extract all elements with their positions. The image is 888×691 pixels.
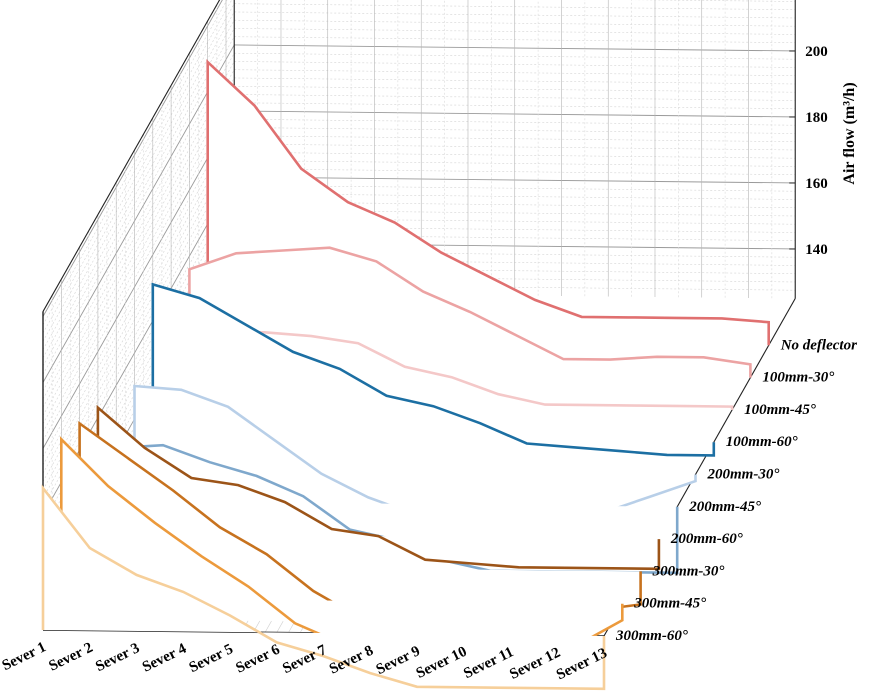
grid-line xyxy=(42,11,235,350)
series-fill xyxy=(152,284,714,456)
grid-line xyxy=(42,110,235,449)
category-label: Sever 2 xyxy=(46,640,95,675)
grid-line xyxy=(42,143,235,482)
grid-line xyxy=(42,160,235,499)
grid-line xyxy=(42,69,235,408)
series-line xyxy=(41,484,606,691)
z-tick-label: 200 xyxy=(805,44,828,60)
grid-line xyxy=(42,102,235,441)
category-label: Sever 1 xyxy=(0,639,49,674)
grid-line xyxy=(42,127,235,466)
grid-line xyxy=(42,152,235,490)
grid-line xyxy=(42,0,223,317)
z-axis-title: Air flow (m³/h) xyxy=(841,82,858,184)
series-line xyxy=(206,59,771,346)
grid-line xyxy=(42,0,228,325)
series-label: 100mm-45° xyxy=(744,402,816,418)
grid-line xyxy=(42,119,235,457)
series-fill xyxy=(79,423,641,656)
series-label: No deflector xyxy=(780,337,857,353)
grid-line xyxy=(42,135,235,474)
series-fill xyxy=(61,439,623,665)
z-tick-label: 180 xyxy=(805,110,828,126)
floor-hatch xyxy=(264,620,272,633)
z-tick-label: 160 xyxy=(805,176,828,192)
series-label: 300mm-60° xyxy=(615,628,688,644)
grid-line xyxy=(42,86,235,424)
category-label: Sever 5 xyxy=(187,641,236,676)
grid-line xyxy=(42,20,235,358)
series-label: 200mm-60° xyxy=(670,531,743,547)
series-label: 100mm-30° xyxy=(762,370,834,386)
series-line xyxy=(96,404,661,571)
grid-line xyxy=(42,77,235,416)
series-label: 200mm-45° xyxy=(688,499,761,515)
category-label: Sever 3 xyxy=(93,640,142,675)
category-label: Sever 6 xyxy=(233,641,283,676)
series-line xyxy=(151,282,716,457)
grid-line xyxy=(42,3,235,342)
chart-series xyxy=(41,59,771,691)
grid-line xyxy=(42,0,233,334)
category-label: Sever 4 xyxy=(140,640,190,675)
grid-line xyxy=(42,94,235,433)
series-label: 200mm-30° xyxy=(707,467,780,483)
grid-line xyxy=(42,168,235,507)
axis-edge xyxy=(42,0,221,312)
series-label: 300mm-45° xyxy=(633,596,706,612)
grid-line xyxy=(42,44,235,383)
grid-line xyxy=(42,28,235,367)
series-label: 100mm-60° xyxy=(726,434,798,450)
grid-line xyxy=(42,61,235,400)
grid-line xyxy=(42,36,235,375)
series-fill xyxy=(134,386,696,526)
z-tick-label: 140 xyxy=(805,242,828,258)
series-label: 300mm-30° xyxy=(652,563,725,579)
grid-line xyxy=(42,53,235,391)
series-line xyxy=(188,246,752,378)
series-fill xyxy=(97,407,659,569)
floor-hatch xyxy=(276,621,284,633)
series-fill xyxy=(43,488,604,689)
